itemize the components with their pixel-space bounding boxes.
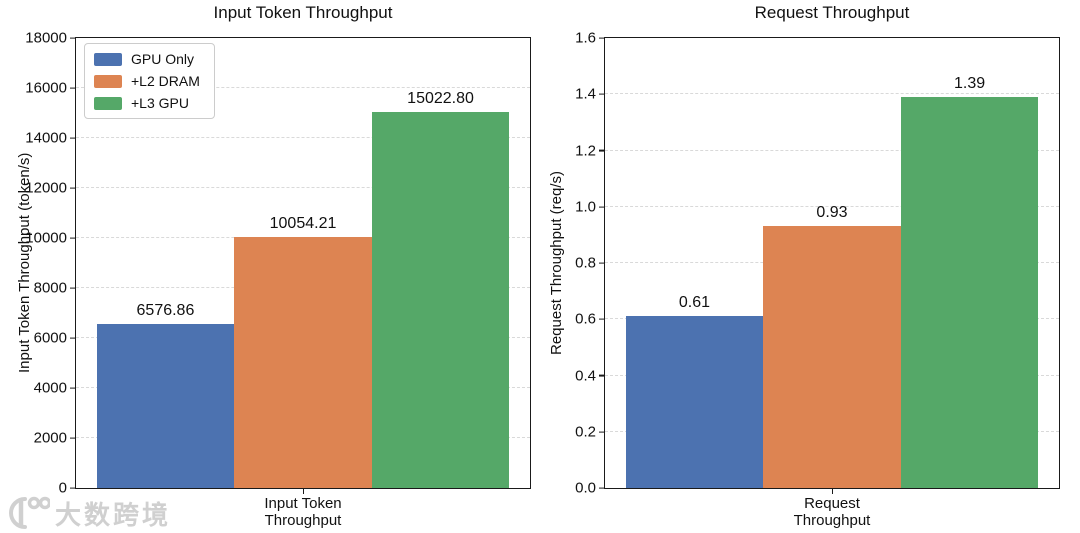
y-tick-mark [599, 318, 605, 320]
y-tick-label: 4000 [33, 379, 67, 397]
y-tick-mark [70, 237, 76, 239]
bar-value-label: 1.39 [953, 75, 986, 93]
bars: 0.61 0.93 1.39 [605, 38, 1059, 488]
chart-title: Request Throughput [754, 3, 910, 22]
bar [96, 323, 235, 488]
x-tick-mark [303, 488, 305, 494]
y-tick-label: 1.6 [575, 29, 596, 47]
chart-input-token-throughput: Input Token Throughput (token/s) Input T… [16, 3, 531, 529]
y-tick-mark [70, 387, 76, 389]
bar-group-gpu-only: 0.61 [625, 38, 764, 488]
y-axis-title: Input Token Throughput (token/s) [16, 152, 33, 374]
legend-item-l3-gpu: +L3 GPU [94, 95, 200, 111]
gridline [76, 137, 530, 138]
bar-group-gpu-only: 6576.86 [96, 38, 235, 488]
y-tick-label: 2000 [33, 429, 67, 447]
y-tick-label: 0.4 [575, 367, 596, 384]
y-tick-mark [70, 87, 76, 89]
y-tick-mark [599, 487, 605, 489]
y-tick-label: 0.2 [575, 423, 596, 441]
y-tick-label: 6000 [33, 329, 67, 347]
y-tick-mark [70, 287, 76, 289]
chart-request-throughput: Request Throughput (req/s) Request Throu… [540, 0, 1080, 533]
plot-area: 6576.86 10054.21 15022.80 GPU Only +L2 DRA… [25, 31, 531, 496]
y-tick-mark [70, 137, 76, 139]
bar-value-label: 15022.80 [407, 90, 474, 108]
y-tick-mark [70, 187, 76, 189]
gridline [76, 87, 530, 88]
bar-value-label: 10054.21 [269, 214, 337, 232]
bar-group-l2-dram: 0.93 [763, 38, 901, 488]
bar [763, 226, 901, 488]
bar [625, 316, 764, 488]
chart-title: Input Token Throughput [213, 3, 393, 22]
y-tick-mark [599, 431, 605, 433]
x-tick-mark [832, 488, 834, 494]
gridline [605, 149, 1059, 151]
y-tick-mark [599, 262, 605, 264]
y-tick-mark [599, 37, 605, 39]
legend-swatch-l2-dram [94, 74, 122, 88]
y-tick-mark [599, 374, 605, 377]
y-tick-mark [70, 437, 76, 439]
bar-group-l3-gpu: 1.39 [900, 38, 1039, 488]
y-tick-label: 0.6 [575, 310, 596, 328]
bar-value-label: 6576.86 [136, 301, 195, 319]
y-tick-label: 18000 [25, 29, 67, 47]
y-tick-label: 14000 [25, 129, 67, 147]
y-tick-mark [599, 206, 605, 208]
y-tick-mark [599, 149, 605, 152]
legend-label: +L3 GPU [131, 95, 189, 111]
y-tick-label: 0.8 [575, 254, 596, 272]
bar-value-label: 0.93 [816, 204, 848, 222]
bar [900, 97, 1039, 488]
y-tick-label: 16000 [25, 79, 67, 97]
y-tick-label: 8000 [33, 279, 67, 297]
y-tick-label: 10000 [25, 229, 67, 247]
y-tick-mark [599, 93, 605, 95]
legend-label: GPU Only [131, 51, 195, 67]
legend-swatch-l3-gpu [94, 96, 122, 110]
gridline [605, 205, 1059, 207]
y-tick-label: 0 [58, 479, 67, 497]
y-tick-label: 1.4 [575, 85, 596, 103]
legend-label: +L2 DRAM [131, 73, 200, 89]
y-axis-title: Request Throughput (req/s) [548, 171, 565, 355]
gridline [605, 93, 1059, 95]
x-tick-label: Request Throughput [793, 495, 871, 529]
plot-area: 0.61 0.93 1.39 0.0 0.2 0.4 0.6 0.8 1.0 1.2 1.4 1.6 [575, 31, 1060, 496]
bars: 6576.86 10054.21 15022.80 [76, 38, 530, 488]
y-tick-label: 0.0 [575, 479, 596, 497]
y-tick-label: 1.2 [575, 142, 596, 159]
bar [371, 112, 510, 488]
legend-item-gpu-only: GPU Only [94, 51, 200, 67]
y-tick-mark [70, 337, 76, 339]
legend-swatch-gpu-only [94, 52, 122, 66]
y-tick-mark [70, 487, 76, 489]
bar-group-l3-gpu: 15022.80 [371, 38, 510, 488]
y-tick-label: 1.0 [575, 198, 596, 216]
bar-value-label: 0.61 [678, 294, 711, 312]
legend-item-l2-dram: +L2 DRAM [94, 73, 200, 89]
y-tick-label: 12000 [25, 179, 67, 197]
y-tick-mark [70, 37, 76, 39]
legend: GPU Only +L2 DRAM +L3 GPU [84, 43, 215, 119]
bar [234, 236, 372, 488]
bar-group-l2-dram: 10054.21 [234, 38, 372, 488]
x-tick-label: Input Token Throughput [264, 495, 342, 529]
gridline [76, 187, 530, 189]
